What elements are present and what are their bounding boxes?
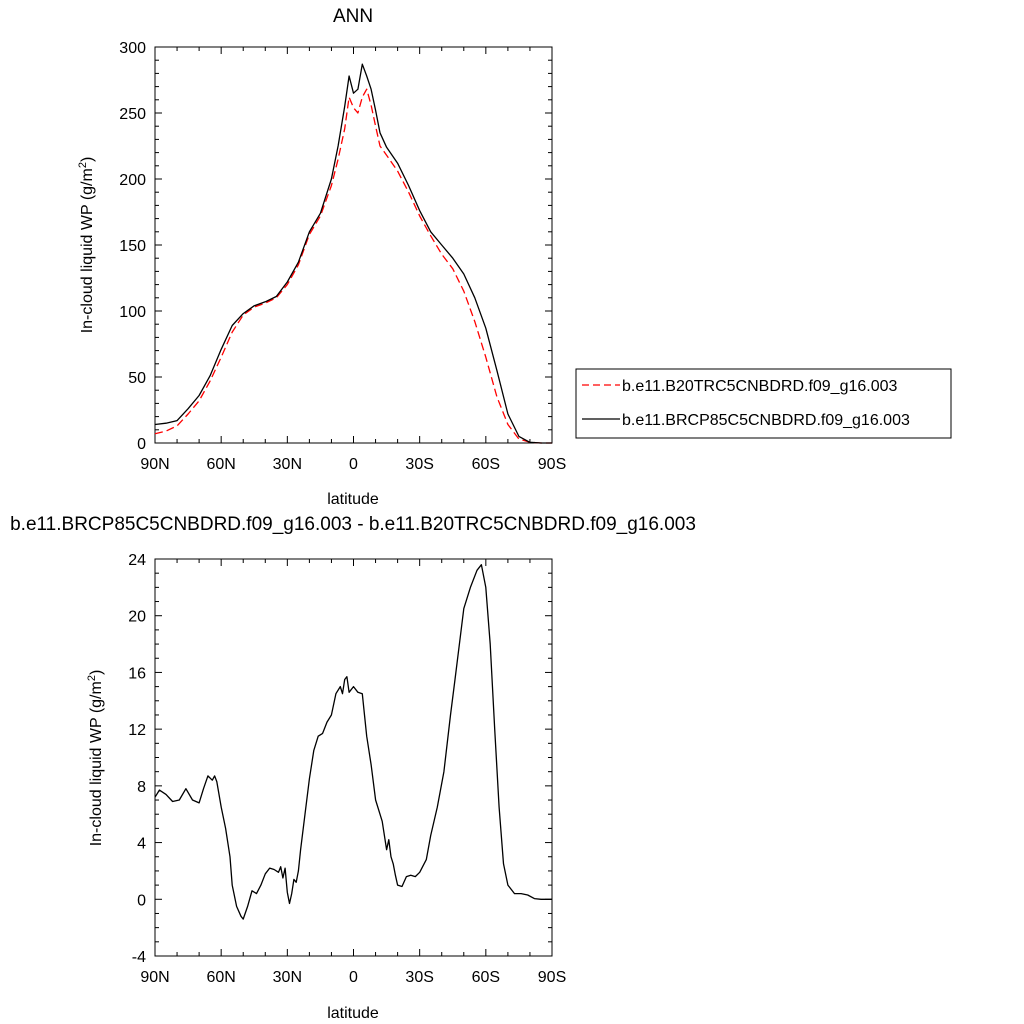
y-tick-label: 200: [119, 172, 146, 189]
bottom-plot-frame: [154, 558, 553, 957]
y-tick-label: 300: [119, 40, 146, 57]
y-tick-label: 100: [119, 304, 146, 321]
y-tick-label: 0: [137, 892, 146, 909]
series-line-1: [154, 88, 552, 444]
bottom-axis-ticks: [154, 558, 553, 957]
x-tick-label: 90S: [538, 456, 566, 473]
legend-box: [575, 368, 952, 439]
x-tick-label: 30S: [405, 456, 433, 473]
bottom-y-axis-label: In-cloud liquid WP (g/m2): [86, 670, 105, 847]
x-tick-label: 60N: [206, 456, 235, 473]
x-tick-label: 0: [349, 456, 358, 473]
top-chart-title: ANN: [333, 6, 373, 27]
bottom-chart-title: b.e11.BRCP85C5CNBDRD.f09_g16.003 - b.e11…: [10, 514, 696, 535]
bottom-chart-panel: b.e11.BRCP85C5CNBDRD.f09_g16.003 - b.e11…: [10, 514, 696, 1022]
x-tick-label: 90N: [140, 456, 169, 473]
top-x-axis-label: latitude: [327, 491, 379, 508]
y-tick-label: 0: [137, 436, 146, 453]
y-tick-label: 20: [128, 609, 146, 626]
x-tick-label: 30N: [273, 969, 302, 986]
y-tick-label: 4: [137, 836, 146, 853]
legend: b.e11.B20TRC5CNBDRD.f09_g16.003 b.e11.BR…: [575, 368, 952, 439]
y-tick-label: 16: [128, 665, 146, 682]
x-tick-label: 90S: [538, 969, 566, 986]
top-plot-frame: [154, 46, 553, 444]
series-line-2: [154, 63, 552, 444]
x-tick-label: 90N: [140, 969, 169, 986]
bottom-x-axis-label: latitude: [327, 1005, 379, 1022]
series-line-1: [154, 564, 552, 920]
y-tick-label: 250: [119, 106, 146, 123]
x-tick-label: 30N: [273, 456, 302, 473]
top-series-lines: [154, 63, 552, 444]
legend-label-series-2: b.e11.BRCP85C5CNBDRD.f09_g16.003: [622, 412, 910, 429]
top-chart-panel: ANN 90N 60N 30N 0 30S 60S 90S 0 50 100 150 200 250 3…: [77, 6, 952, 508]
x-tick-label: 60S: [472, 969, 500, 986]
x-tick-label: 0: [349, 969, 358, 986]
x-tick-label: 30S: [405, 969, 433, 986]
top-x-tick-labels: 90N 60N 30N 0 30S 60S 90S: [140, 456, 566, 473]
bottom-series-lines: [154, 564, 552, 920]
y-tick-label: 8: [137, 779, 146, 796]
bottom-y-tick-labels: -4 0 4 8 12 16 20 24: [128, 552, 146, 966]
y-tick-label: 50: [128, 370, 146, 387]
y-tick-label: 24: [128, 552, 146, 569]
x-tick-label: 60N: [206, 969, 235, 986]
bottom-x-tick-labels: 90N 60N 30N 0 30S 60S 90S: [140, 969, 566, 986]
top-y-tick-labels: 0 50 100 150 200 250 300: [119, 40, 146, 453]
legend-label-series-1: b.e11.B20TRC5CNBDRD.f09_g16.003: [622, 378, 898, 395]
y-tick-label: 12: [128, 722, 146, 739]
y-tick-label: -4: [132, 949, 146, 966]
x-tick-label: 60S: [472, 456, 500, 473]
top-axis-ticks: [154, 46, 553, 444]
y-tick-label: 150: [119, 238, 146, 255]
top-y-axis-label: In-cloud liquid WP (g/m2): [77, 157, 96, 334]
